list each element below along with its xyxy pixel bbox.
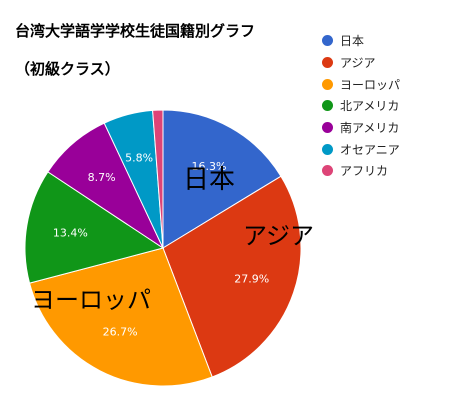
- slice-value-label-6: 5.8%: [125, 151, 153, 164]
- legend-label: 南アメリカ: [340, 121, 400, 136]
- slice-annotation-3: ヨーロッパ: [31, 286, 151, 314]
- legend-swatch: [322, 35, 333, 47]
- legend-item-4: 北アメリカ: [322, 95, 400, 117]
- chart-title: 台湾大学語学学校生徒国籍別グラフ: [15, 22, 256, 40]
- slice-value-label-4: 13.4%: [53, 227, 88, 240]
- chart-subtitle: （初級クラス）: [15, 60, 120, 78]
- pie-slice-7: [152, 109, 164, 249]
- legend-swatch: [322, 78, 333, 90]
- legend-swatch: [322, 122, 333, 134]
- legend-swatch: [322, 100, 333, 112]
- chart-legend: 日本アジアヨーロッパ北アメリカ南アメリカオセアニアアフリカ: [322, 30, 400, 182]
- pie-slice-1: [162, 109, 282, 249]
- pie-slice-3: [28, 247, 213, 387]
- slice-annotation-2: アジア: [243, 222, 314, 250]
- legend-item-5: 南アメリカ: [322, 117, 400, 139]
- legend-swatch: [322, 57, 333, 69]
- legend-item-2: アジア: [322, 52, 400, 74]
- legend-swatch: [322, 143, 333, 155]
- legend-label: オセアニア: [340, 142, 400, 157]
- slice-value-label-2: 27.9%: [234, 272, 269, 285]
- pie-slice-4: [24, 171, 165, 284]
- legend-label: 日本: [340, 34, 365, 49]
- legend-label: アフリカ: [340, 164, 389, 179]
- legend-label: アジア: [340, 56, 376, 71]
- slice-value-label-5: 8.7%: [88, 171, 116, 184]
- slice-value-label-1: 16.3%: [192, 160, 227, 173]
- legend-item-3: ヨーロッパ: [322, 73, 400, 95]
- legend-swatch: [322, 165, 333, 177]
- legend-label: ヨーロッパ: [340, 77, 401, 92]
- legend-item-6: オセアニア: [322, 138, 400, 160]
- pie-slice-2: [162, 175, 302, 378]
- legend-item-7: アフリカ: [322, 160, 400, 182]
- legend-label: 北アメリカ: [340, 99, 400, 114]
- legend-item-1: 日本: [322, 30, 400, 52]
- slice-value-label-3: 26.7%: [103, 325, 138, 338]
- slice-annotation-1: 日本: [183, 165, 235, 195]
